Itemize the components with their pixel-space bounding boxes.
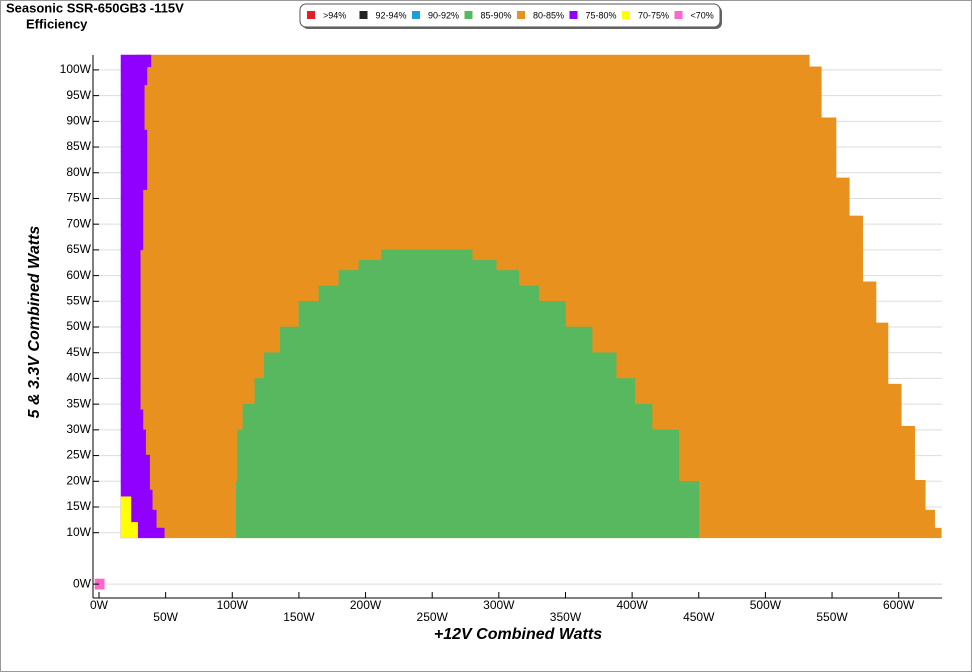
legend-label: 92-94% [376,10,407,20]
region-cell [136,117,837,179]
y-tick-label: 40W [66,371,91,385]
y-tick-label: 0W [73,576,92,590]
x-tick-label: 350W [550,610,582,624]
plot-area [93,54,942,590]
x-tick-label: 600W [883,598,915,612]
x-tick-label: 450W [683,610,715,624]
legend-swatch [569,11,578,19]
legend-label: 70-75% [638,10,669,20]
region-cell [120,454,150,491]
region-cell [381,249,473,261]
x-tick-label: 250W [417,610,449,624]
region-cell [120,189,144,251]
region-cell [318,285,540,302]
y-tick-label: 50W [66,319,91,333]
region-cell [136,54,810,68]
region-cell [120,129,148,190]
region-cell [136,177,850,217]
region-cell [120,249,141,411]
legend-label: 75-80% [586,10,617,20]
y-tick-label: 100W [60,62,92,76]
region-cell [120,522,138,539]
legend-swatch [464,11,473,19]
y-tick-label: 25W [66,448,91,462]
x-tick-label: 550W [816,610,848,624]
x-tick-label: 0W [90,598,109,612]
chart-subtitle: Efficiency [26,16,88,31]
y-tick-label: 70W [66,216,91,230]
legend-swatch [517,11,525,19]
y-tick-label: 95W [66,88,91,102]
region-cell [358,259,497,271]
legend-swatch [674,11,683,19]
legend-swatch [622,11,630,19]
x-axis-label: +12V Combined Watts [434,626,602,643]
region-cell [120,409,144,431]
y-tick-label: 55W [66,293,91,307]
legend-label: 85-90% [481,10,512,20]
x-tick-label: 100W [217,598,249,612]
legend-label: 80-85% [533,10,564,20]
x-tick-label: 150W [283,610,315,624]
y-tick-label: 85W [66,139,91,153]
x-tick-label: 200W [350,598,382,612]
region-cell [120,84,145,131]
legend-swatch [359,11,368,19]
x-tick-label: 400W [616,598,648,612]
y-tick-label: 90W [66,114,91,128]
y-tick-label: 30W [66,422,91,436]
region-cell [136,66,822,118]
legend-label: >94% [323,10,346,20]
y-tick-label: 60W [66,268,91,282]
legend-label: <70% [691,10,714,20]
region-cell [254,378,636,405]
region-cell [236,481,700,539]
region-cell [120,54,152,68]
region-cell [280,326,593,353]
region-cell [120,66,148,86]
y-tick-label: 75W [66,191,91,205]
y-tick-label: 20W [66,473,91,487]
region-cell [120,429,146,456]
region-cell [120,496,132,523]
region-cell [264,352,617,379]
legend-swatch [412,11,420,19]
x-tick-label: 300W [483,598,515,612]
y-tick-label: 35W [66,396,91,410]
legend-swatch [307,11,315,19]
x-tick-label: 50W [153,610,178,624]
legend-label: 90-92% [428,10,459,20]
legend [299,3,721,28]
y-axis-label: 5 & 3.3V Combined Watts [26,226,43,419]
chart-title: Seasonic SSR-650GB3 -115V [6,0,184,15]
region-cell [298,301,566,328]
region-cell [237,429,680,482]
y-tick-label: 15W [66,499,91,513]
y-tick-label: 80W [66,165,91,179]
y-tick-label: 65W [66,242,91,256]
region-cell [338,270,520,287]
y-tick-label: 10W [66,525,91,539]
y-tick-label: 45W [66,345,91,359]
region-cell [242,403,653,431]
x-tick-label: 500W [750,598,782,612]
